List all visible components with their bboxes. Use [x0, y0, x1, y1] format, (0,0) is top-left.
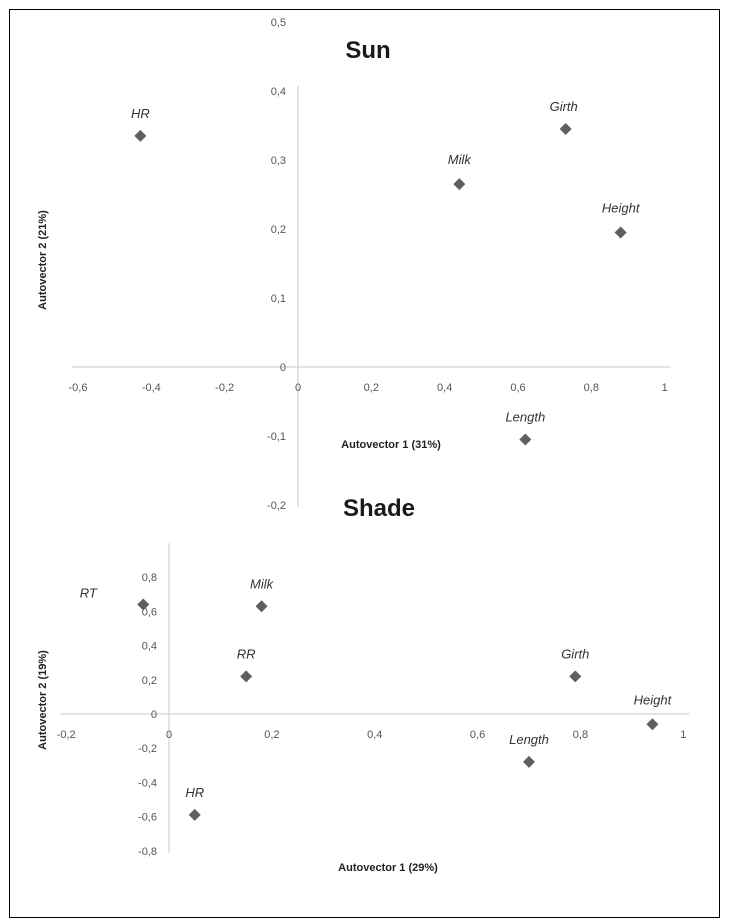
figure-frame — [9, 9, 720, 918]
y-tick-label: 0,4 — [271, 86, 286, 98]
point-label-rt: RT — [80, 586, 98, 601]
y-tick-label: -0,8 — [138, 846, 157, 858]
x-tick-label: 0,2 — [264, 729, 279, 741]
point-label-milk: Milk — [448, 152, 473, 167]
y-tick-label: -0,2 — [267, 500, 286, 512]
point-label-hr: HR — [185, 785, 204, 800]
data-point-hr — [134, 129, 147, 142]
point-label-length: Length — [509, 732, 549, 747]
point-label-hr: HR — [131, 106, 150, 121]
chart-title: Shade — [343, 495, 415, 522]
x-tick-label: 1 — [680, 729, 686, 741]
x-tick-label: 0,4 — [367, 729, 382, 741]
data-point-hr — [188, 808, 201, 821]
point-label-girth: Girth — [561, 646, 589, 661]
data-point-girth — [559, 122, 572, 135]
x-tick-label: -0,6 — [69, 382, 88, 394]
x-tick-label: 0,8 — [584, 382, 599, 394]
y-tick-label: 0 — [280, 362, 286, 374]
data-point-height — [614, 226, 627, 239]
y-tick-label: 0,1 — [271, 293, 286, 305]
shade-chart: Shade -0,2 0 0,2 0,4 0,6 0,8 1 -0,8 -0,6 -0,4 -0,2 0… — [37, 495, 690, 874]
point-label-length: Length — [505, 409, 545, 424]
x-axis-title: Autovector 1 (29%) — [338, 862, 438, 874]
x-tick-label: 0,6 — [510, 382, 525, 394]
x-tick-label: 0 — [166, 729, 172, 741]
x-tick-label: 0,8 — [573, 729, 588, 741]
y-axis-title: Autovector 2 (19%) — [37, 650, 49, 750]
y-tick-label: 0,2 — [142, 675, 157, 687]
y-tick-label: 0,2 — [271, 224, 286, 236]
point-label-height: Height — [634, 692, 673, 707]
point-label-rr: RR — [237, 646, 256, 661]
x-tick-label: 0 — [295, 382, 301, 394]
x-tick-label: 1 — [662, 382, 668, 394]
point-label-height: Height — [602, 200, 641, 215]
chart-title: Sun — [345, 37, 390, 64]
y-tick-label: 0,3 — [271, 155, 286, 167]
x-axis-title: Autovector 1 (31%) — [341, 439, 441, 451]
y-tick-label: -0,2 — [138, 743, 157, 755]
x-tick-label: -0,4 — [142, 382, 161, 394]
data-point-rt — [137, 598, 150, 611]
x-tick-label: -0,2 — [57, 729, 76, 741]
x-tick-label: 0,2 — [364, 382, 379, 394]
y-tick-label: -0,6 — [138, 812, 157, 824]
y-axis-title: Autovector 2 (21%) — [37, 210, 49, 310]
point-label-milk: Milk — [250, 576, 275, 591]
data-point-milk — [453, 178, 466, 191]
y-tick-label: 0,8 — [142, 572, 157, 584]
y-tick-label: -0,1 — [267, 431, 286, 443]
y-tick-label: 0,6 — [142, 606, 157, 618]
data-point-rr — [240, 670, 253, 683]
data-point-length — [519, 433, 532, 446]
x-tick-label: -0,2 — [215, 382, 234, 394]
sun-chart: Sun -0,6 -0,4 -0,2 0 0,2 0,4 0,6 0,8 1 -0,2 -0,1 0 0,… — [37, 17, 671, 512]
y-tick-label: 0,4 — [142, 641, 157, 653]
data-point-length — [523, 755, 535, 768]
x-tick-label: 0,6 — [470, 729, 485, 741]
data-point-girth — [569, 670, 582, 683]
y-tick-label: 0,5 — [271, 17, 286, 29]
data-point-milk — [255, 600, 268, 613]
y-tick-label: -0,4 — [138, 777, 157, 789]
y-tick-label: 0 — [151, 709, 157, 721]
point-label-girth: Girth — [550, 99, 578, 114]
x-tick-label: 0,4 — [437, 382, 452, 394]
data-point-height — [646, 718, 659, 731]
